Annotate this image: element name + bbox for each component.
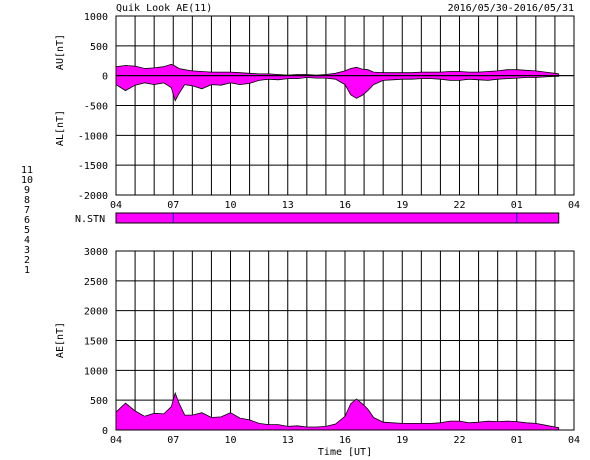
legend-station-count: 2 <box>24 255 30 266</box>
series-area-al <box>115 75 560 102</box>
y-axis-label-al: AL[nT] <box>55 110 66 146</box>
y-tick-label: -1000 <box>78 131 108 142</box>
y-tick-label: 0 <box>102 72 108 83</box>
x-axis-label: Time [UT] <box>318 447 372 458</box>
x-tick-label: 19 <box>396 435 408 446</box>
y-tick-label: -500 <box>84 102 108 113</box>
station-count-bar <box>115 212 560 224</box>
y-tick-label: 500 <box>90 42 108 53</box>
station-bar-panel: N.STN <box>75 212 560 225</box>
x-tick-label: 10 <box>224 435 236 446</box>
y-tick-label: 1000 <box>84 12 108 23</box>
y-tick-label: 1500 <box>84 337 108 348</box>
y-tick-label: -2000 <box>78 191 108 202</box>
series-area-ae <box>115 391 560 431</box>
x-tick-label: 01 <box>511 200 523 211</box>
legend-station-count: 3 <box>24 245 30 256</box>
date-range: 2016/05/30-2016/05/31 <box>448 3 574 14</box>
x-tick-label: 04 <box>110 435 122 446</box>
y-tick-label: 2500 <box>84 277 108 288</box>
legend-station-count: 11 <box>21 165 33 176</box>
x-tick-label: 04 <box>568 435 580 446</box>
x-tick-label: 01 <box>511 435 523 446</box>
x-tick-label: 13 <box>282 435 294 446</box>
legend-station-count: 1 <box>24 265 30 276</box>
x-tick-label: 04 <box>568 200 580 211</box>
y-tick-label: 3000 <box>84 247 108 258</box>
y-tick-label: 1000 <box>84 366 108 377</box>
legend-station-count: 8 <box>24 195 30 206</box>
y-axis-label-ae: AE[nT] <box>55 322 66 358</box>
legend-station-count: 10 <box>21 175 33 186</box>
chart-title: Quik Look AE(11) <box>116 3 212 14</box>
y-tick-label: -1500 <box>78 161 108 172</box>
x-tick-label: 16 <box>339 200 351 211</box>
x-tick-label: 22 <box>453 200 465 211</box>
y-tick-label: 500 <box>90 396 108 407</box>
y-tick-label: 0 <box>102 426 108 437</box>
x-tick-label: 04 <box>110 200 122 211</box>
legend-station-count: 7 <box>24 205 30 216</box>
y-tick-label: 2000 <box>84 307 108 318</box>
x-tick-label: 10 <box>224 200 236 211</box>
legend-station-count: 9 <box>24 185 30 196</box>
legend-station-count: 6 <box>24 215 30 226</box>
x-tick-label: 16 <box>339 435 351 446</box>
x-tick-label: 22 <box>453 435 465 446</box>
x-tick-label: 07 <box>167 435 179 446</box>
x-tick-label: 13 <box>282 200 294 211</box>
y-axis-label-au: AU[nT] <box>55 34 66 70</box>
legend-station-count: 4 <box>24 235 30 246</box>
station-label: N.STN <box>75 214 105 225</box>
x-tick-label: 07 <box>167 200 179 211</box>
plot-frame <box>115 15 575 196</box>
x-tick-label: 19 <box>396 200 408 211</box>
series-area-au <box>115 63 560 77</box>
legend-station-count: 5 <box>24 225 30 236</box>
